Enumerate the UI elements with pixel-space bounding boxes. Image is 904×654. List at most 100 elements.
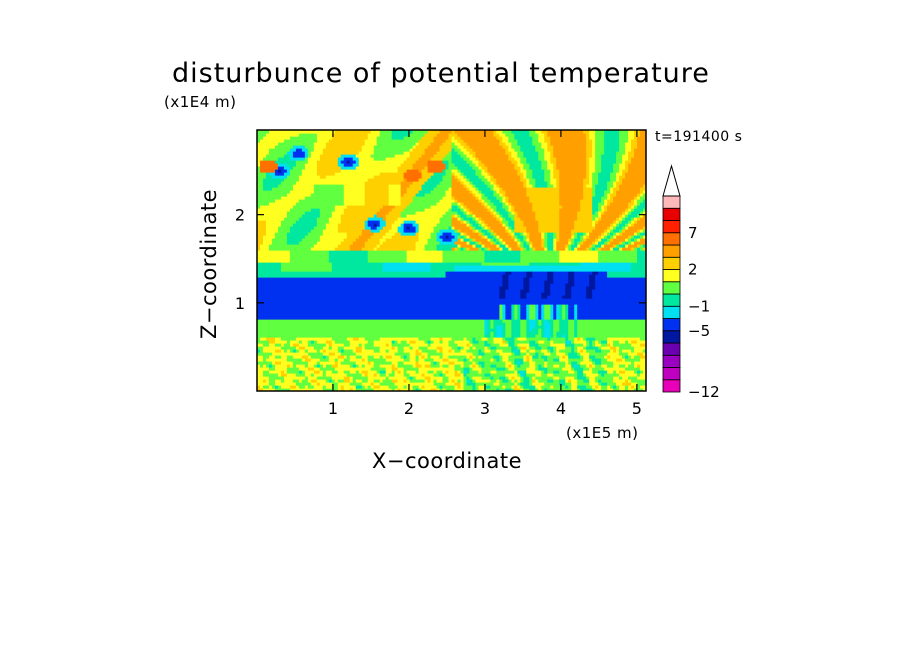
field-cell [547, 298, 551, 302]
field-cell [307, 364, 312, 368]
field-cell [499, 373, 503, 377]
field-cell [301, 283, 306, 287]
field-cell [280, 379, 285, 383]
field-cell [400, 385, 405, 389]
field-cell [442, 382, 447, 386]
field-cell [439, 301, 444, 305]
field-cell [331, 334, 336, 338]
field-cell [382, 343, 387, 347]
field-cell [280, 289, 285, 293]
field-cell [553, 304, 557, 308]
field-cell [631, 331, 635, 335]
field-cell [391, 292, 396, 296]
field-cell [307, 349, 312, 353]
field-cell [343, 373, 348, 377]
field-cell [271, 370, 276, 374]
field-cell [613, 346, 617, 350]
field-cell [613, 301, 617, 305]
field-cell [313, 319, 318, 323]
field-cell [391, 343, 396, 347]
field-cell [445, 373, 450, 377]
field-cell [322, 343, 327, 347]
field-cell [628, 364, 632, 368]
field-cell [499, 304, 503, 308]
field-cell [595, 385, 599, 389]
field-cell [322, 328, 327, 332]
field-cell [619, 304, 623, 308]
field-cell [382, 361, 387, 365]
field-cell [257, 295, 261, 299]
field-cell [304, 280, 309, 284]
field-cell [430, 310, 435, 314]
field-cell [643, 376, 646, 380]
field-cell [613, 313, 617, 317]
field-cell [268, 352, 273, 356]
field-cell [454, 316, 459, 320]
field-cell [343, 334, 348, 338]
field-cell [625, 358, 629, 362]
field-cell [364, 343, 369, 347]
field-cell [358, 358, 363, 362]
field-cell [565, 379, 569, 383]
field-cell [364, 331, 369, 335]
field-cell [499, 298, 503, 302]
field-cell [280, 358, 285, 362]
field-cell [316, 382, 321, 386]
field-cell [280, 331, 285, 335]
field-cell [565, 316, 569, 320]
field-cell [589, 283, 593, 287]
field-cell [313, 298, 318, 302]
field-cell [436, 382, 441, 386]
field-cell [622, 313, 626, 317]
field-cell [280, 307, 285, 311]
field-cell [373, 274, 378, 278]
field-cell [352, 355, 357, 359]
field-cell [257, 310, 261, 314]
field-cell [355, 283, 360, 287]
field-cell [526, 346, 530, 350]
field-cell [388, 364, 393, 368]
field-cell [259, 385, 264, 389]
field-cell [259, 364, 264, 368]
field-cell [316, 286, 321, 290]
field-cell [418, 379, 423, 383]
field-cell [331, 346, 336, 350]
field-cell [523, 367, 527, 371]
field-cell [565, 388, 569, 391]
field-cell [265, 337, 270, 341]
field-cell [463, 325, 468, 329]
field-cell [328, 349, 333, 353]
field-cell [298, 349, 303, 353]
field-cell [379, 313, 384, 317]
field-cell [391, 283, 396, 287]
field-cell [310, 334, 315, 338]
field-cell [349, 325, 354, 329]
field-cell [640, 322, 644, 326]
field-cell [448, 346, 453, 350]
field-cell [601, 310, 605, 314]
field-cell [481, 331, 486, 335]
field-cell [616, 379, 620, 383]
field-cell [412, 346, 417, 350]
field-cell [283, 313, 288, 317]
field-cell [535, 328, 539, 332]
field-cell [535, 334, 539, 338]
field-cell [364, 334, 369, 338]
field-cell [415, 388, 420, 391]
field-cell [382, 325, 387, 329]
field-cell [469, 361, 474, 365]
field-cell [610, 373, 614, 377]
field-cell [502, 361, 506, 365]
field-cell [313, 349, 318, 353]
field-cell [625, 322, 629, 326]
field-cell [505, 316, 509, 320]
field-cell [583, 298, 587, 302]
field-cell [286, 298, 291, 302]
field-cell [268, 298, 273, 302]
field-cell [304, 334, 309, 338]
field-cell [340, 277, 345, 281]
field-cell [286, 358, 291, 362]
field-cell [574, 358, 578, 362]
field-cell [535, 331, 539, 335]
field-cell [316, 388, 321, 391]
